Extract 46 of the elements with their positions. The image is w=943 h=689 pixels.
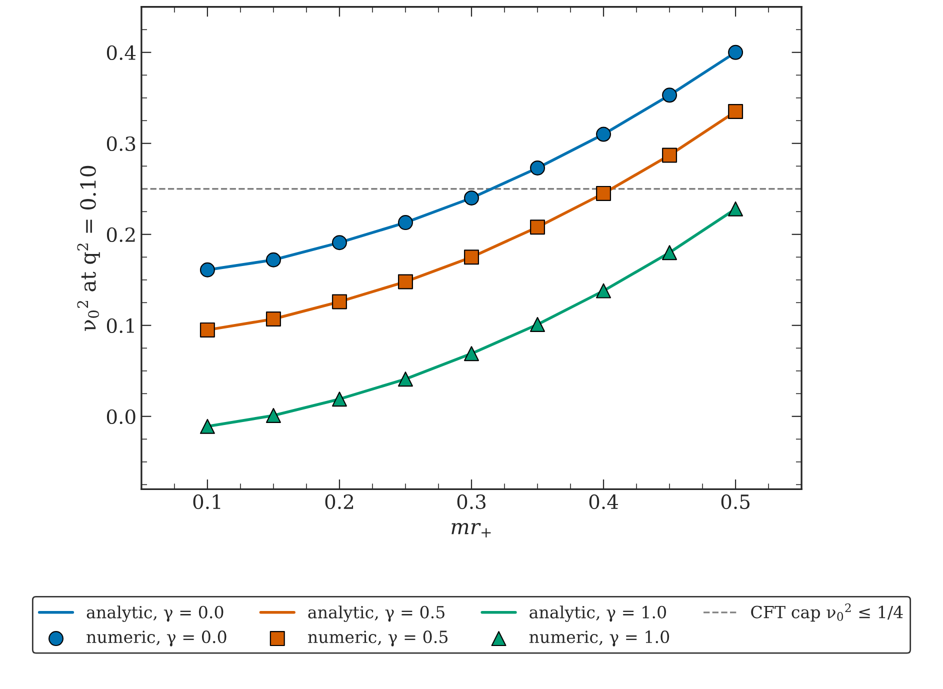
legend-label: analytic, γ = 1.0 <box>530 606 666 622</box>
x-tick-label: 0.4 <box>589 494 618 510</box>
point <box>200 322 215 338</box>
point <box>530 160 546 176</box>
point <box>398 372 413 387</box>
legend-label: analytic, γ = 0.5 <box>308 606 444 622</box>
point <box>728 201 744 216</box>
x-tick-label: 0.1 <box>193 494 220 510</box>
point <box>530 220 546 235</box>
y-tick-label: 0.1 <box>106 318 134 334</box>
legend-label: numeric, γ = 0.5 <box>308 630 448 646</box>
point <box>200 418 215 434</box>
point <box>464 190 479 206</box>
x-tick-label: 0.5 <box>721 494 750 510</box>
legend-label: numeric, γ = 1.0 <box>529 630 670 646</box>
y-tick-label: 0.0 <box>106 409 136 424</box>
point <box>596 283 612 298</box>
point <box>332 392 347 407</box>
x-tick-label: 0.3 <box>457 494 486 510</box>
point <box>728 44 744 60</box>
x-tick-label: 0.2 <box>325 494 354 510</box>
point <box>266 408 281 423</box>
x-axis-title: mr$_{+}$ <box>452 523 491 538</box>
point <box>332 294 347 310</box>
point <box>662 148 678 163</box>
y-tick-label: 0.3 <box>106 136 136 152</box>
point <box>200 262 215 278</box>
point <box>464 250 479 265</box>
point <box>530 316 546 332</box>
y-tick-label: 0.4 <box>106 45 136 60</box>
point <box>464 346 479 362</box>
y-tick-label: 0.2 <box>106 227 135 242</box>
point <box>596 186 612 201</box>
point <box>662 88 678 103</box>
point <box>398 274 413 290</box>
legend-label: CFT cap ν$_{0}$$^{2}$ ≤ 1/4 <box>751 603 903 622</box>
point <box>332 235 347 250</box>
legend-label: numeric, γ = 0.0 <box>86 630 226 646</box>
point <box>266 312 281 327</box>
legend-label: analytic, γ = 0.0 <box>86 606 224 622</box>
point <box>266 252 281 268</box>
y-axis-title: ν$_{0}$$^{2}$ at q$^{2}$ = 0.10 <box>77 166 100 331</box>
point <box>728 104 744 120</box>
point <box>398 215 413 230</box>
point <box>662 245 678 260</box>
point <box>596 126 612 142</box>
